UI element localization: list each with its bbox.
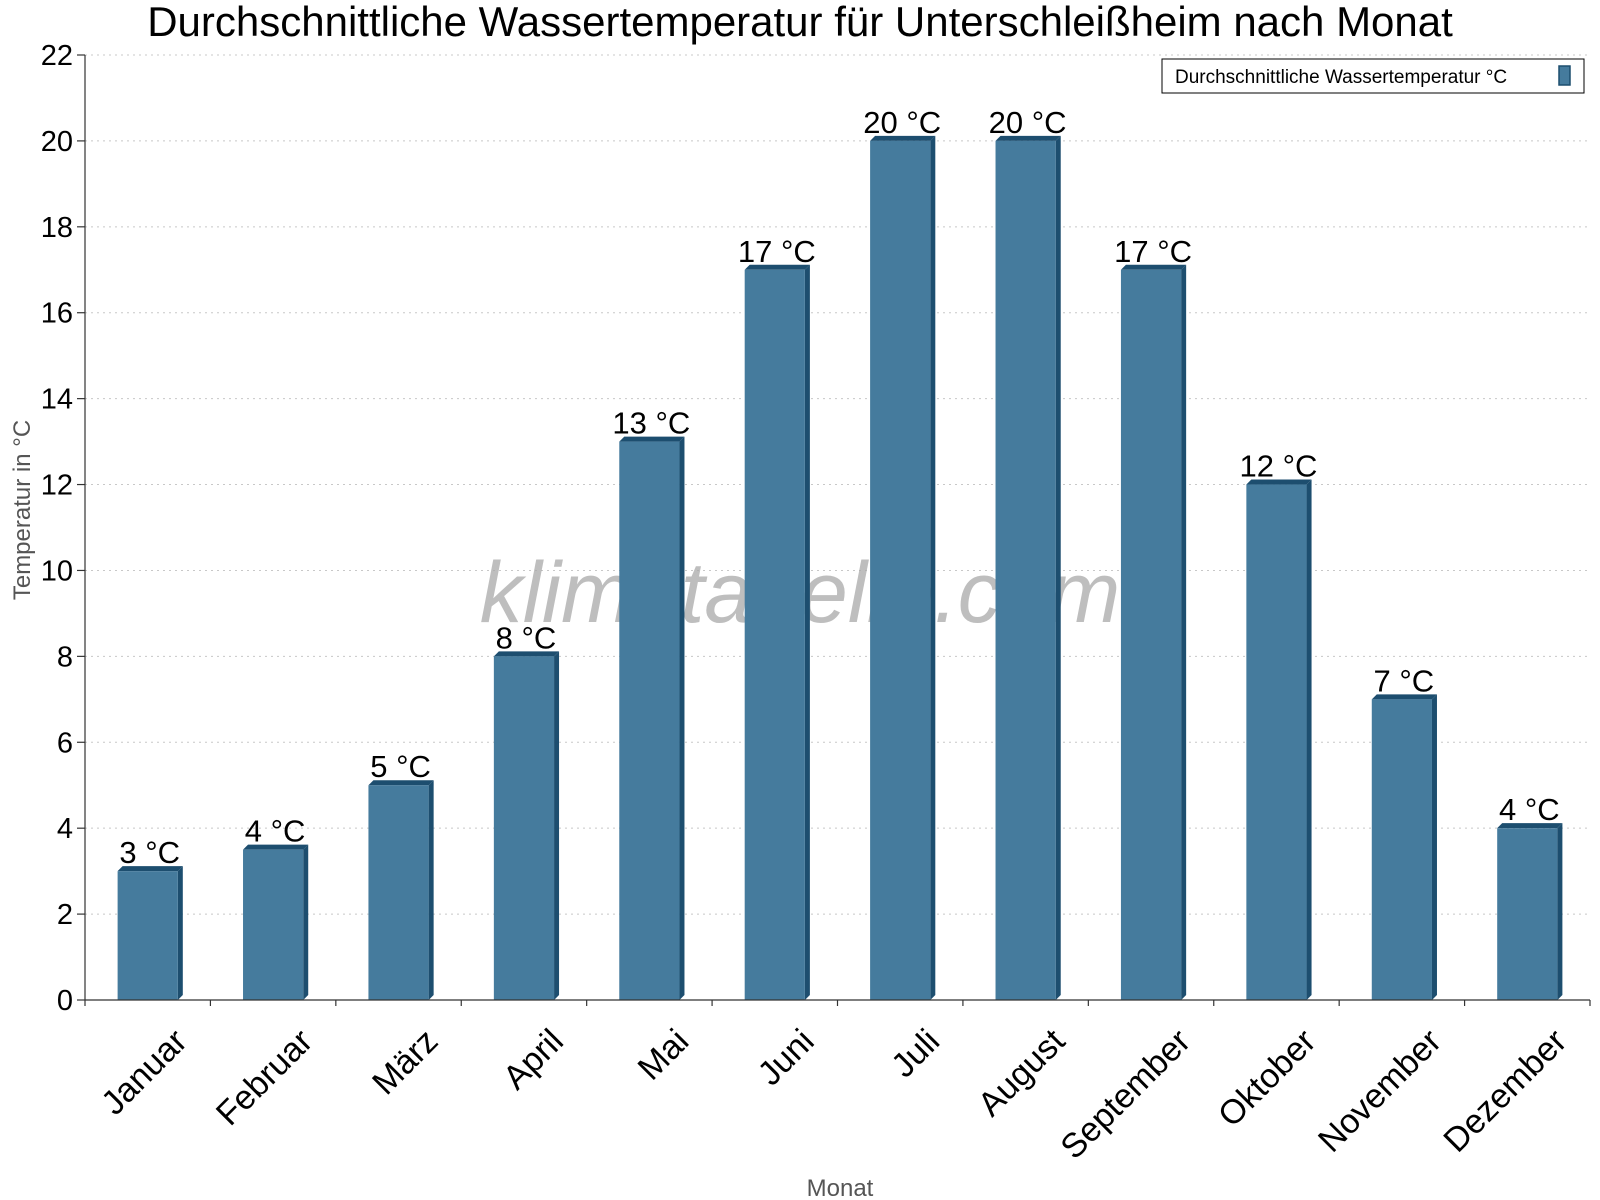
bar (1246, 484, 1307, 1001)
x-tick-label: Januar (94, 1022, 194, 1122)
bar-top (368, 780, 434, 786)
bar-side (1557, 823, 1563, 1000)
data-label: 17 °C (738, 234, 816, 269)
bar-side (554, 651, 560, 1000)
bar-side (679, 436, 685, 1000)
x-tick-label: November (1311, 1022, 1449, 1160)
x-tick-label: Dezember (1436, 1022, 1574, 1160)
bar-top (1120, 264, 1187, 270)
chart-title: Durchschnittliche Wassertemperatur für U… (147, 0, 1453, 45)
y-tick-label: 6 (57, 727, 73, 759)
x-tick-label: Oktober (1211, 1022, 1323, 1134)
x-tick-label: August (971, 1022, 1073, 1124)
bar-top (1246, 479, 1312, 485)
bar-top (870, 135, 936, 141)
bar (493, 656, 555, 1000)
data-label: 4 °C (245, 814, 306, 849)
bars: 3 °C 4 °C 5 °C 8 °C 13 °C 17 °C 20 °C 20 °C 17 °… (117, 105, 1563, 1001)
y-tick-label: 14 (41, 384, 73, 416)
bar-top (744, 264, 810, 270)
bar (1371, 699, 1432, 1000)
x-tick-label: September (1053, 1022, 1197, 1166)
data-label: 4 °C (1499, 792, 1560, 827)
x-tick-label: Juli (884, 1022, 947, 1085)
data-label: 20 °C (863, 105, 941, 140)
y-tick-label: 16 (41, 298, 73, 330)
y-tick-label: 0 (57, 985, 73, 1017)
grid (85, 54, 1590, 915)
y-tick-label: 2 (57, 899, 73, 931)
y-tick-label: 4 (57, 813, 73, 845)
bar (619, 441, 680, 1000)
bar (243, 849, 304, 1000)
bar-side (1055, 135, 1061, 1001)
data-label: 7 °C (1374, 663, 1435, 698)
y-tick-label: 22 (41, 40, 73, 72)
y-tick-label: 18 (41, 212, 73, 244)
y-tick-label: 10 (41, 555, 73, 587)
bar-side (1306, 479, 1312, 1001)
bar-side (428, 780, 434, 1000)
bar-top (619, 436, 685, 442)
bar-top (1497, 823, 1563, 829)
data-label: 5 °C (370, 749, 431, 784)
x-tick-label: März (365, 1022, 445, 1102)
bar-top (493, 651, 560, 657)
data-label: 13 °C (612, 406, 690, 441)
data-label: 17 °C (1114, 234, 1192, 269)
bar (117, 871, 178, 1000)
data-label: 3 °C (119, 835, 180, 870)
data-label: 12 °C (1240, 449, 1318, 484)
bar-side (177, 866, 183, 1000)
y-tick-label: 12 (41, 470, 73, 502)
bar-side (930, 135, 936, 1001)
y-tick-label: 8 (57, 641, 73, 673)
bar-side (1431, 694, 1437, 1000)
bar-top (1371, 694, 1437, 700)
bar-top (995, 135, 1061, 141)
x-tick-label: Mai (631, 1022, 697, 1088)
legend: Durchschnittliche Wassertemperatur °C (1161, 58, 1585, 94)
bar (870, 140, 931, 1001)
bar (1120, 269, 1182, 1001)
legend-swatch (1558, 65, 1571, 86)
bar-top (117, 866, 183, 872)
y-axis-label: Temperatur in °C (9, 420, 36, 600)
y-tick-label: 20 (41, 126, 73, 158)
bar-side (1181, 264, 1187, 1001)
x-tick-label: Juni (751, 1022, 822, 1093)
bar-top (243, 844, 309, 850)
bar (744, 269, 805, 1001)
data-label: 20 °C (989, 105, 1067, 140)
x-axis-label: Monat (807, 1175, 874, 1200)
bar (1497, 828, 1558, 1000)
legend-label: Durchschnittliche Wassertemperatur °C (1175, 67, 1507, 88)
x-tick-label: April (496, 1022, 571, 1097)
x-tick-label: Februar (209, 1022, 320, 1133)
bar-side (303, 844, 309, 1000)
bar (995, 140, 1056, 1001)
bar-side (804, 264, 810, 1001)
bar (368, 785, 429, 1000)
data-label: 8 °C (496, 620, 557, 655)
legend-box (1161, 58, 1585, 94)
